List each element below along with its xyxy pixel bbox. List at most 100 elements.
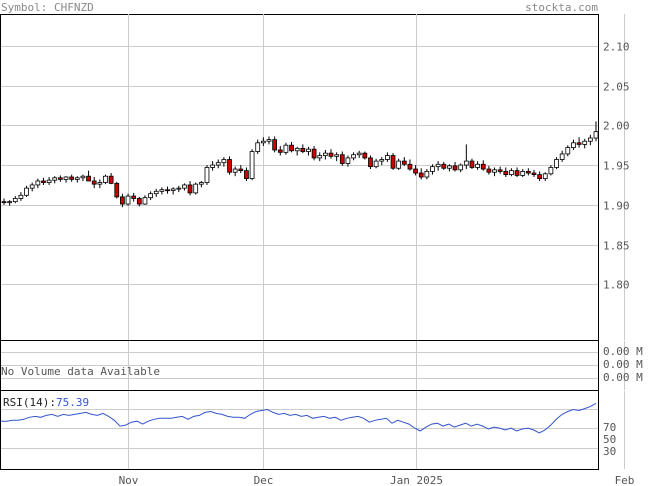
candle-body-up — [447, 165, 452, 169]
candle — [170, 187, 176, 195]
candle — [125, 193, 131, 206]
candle-body-up — [356, 152, 362, 156]
candle-body-up — [554, 159, 559, 168]
candle-body-down — [300, 147, 306, 152]
candle — [345, 155, 351, 167]
candle — [232, 166, 238, 177]
candle — [548, 165, 554, 176]
price-tick-label: 1.85 — [603, 240, 630, 253]
candle — [587, 134, 593, 146]
rsi-label: RSI(14):75.39 — [3, 396, 89, 409]
candle-body-down — [120, 196, 125, 205]
candle — [430, 164, 435, 175]
candle — [41, 177, 46, 185]
candle — [131, 192, 137, 202]
candle-body-down — [1, 201, 7, 204]
candle — [165, 186, 170, 194]
candle — [509, 168, 514, 177]
candle-body-down — [368, 157, 373, 168]
candle — [520, 169, 526, 177]
candle-body-up — [255, 142, 261, 152]
candle-body-down — [441, 163, 447, 169]
candle-body-down — [480, 163, 486, 170]
candle — [1, 198, 7, 205]
candle-body-down — [91, 180, 97, 185]
price-tick-label: 2.00 — [603, 120, 630, 133]
candle — [142, 195, 148, 205]
rsi-tick-label: 30 — [603, 445, 616, 458]
candle — [492, 167, 497, 177]
candle — [35, 178, 41, 189]
candle-body-up — [52, 177, 58, 181]
candle-body-up — [215, 162, 221, 166]
rsi-grid — [1, 391, 625, 469]
candle-body-up — [260, 140, 266, 144]
candle — [514, 167, 520, 177]
candle — [571, 139, 576, 150]
candle — [441, 161, 447, 170]
candle-body-up — [176, 187, 182, 190]
candlestick-series — [1, 121, 599, 208]
candle-body-up — [385, 155, 390, 160]
x-tick-label: Feb — [615, 474, 635, 486]
candle — [413, 165, 418, 176]
price-panel-frame — [0, 14, 599, 341]
candle-body-up — [373, 160, 379, 168]
candle — [565, 145, 571, 157]
price-tick-label: 1.90 — [603, 200, 630, 213]
candle-body-up — [7, 201, 13, 204]
candle — [306, 146, 311, 156]
candle — [351, 152, 356, 161]
candle — [322, 149, 328, 160]
candle-body-down — [244, 170, 249, 179]
candle-body-down — [227, 159, 232, 173]
candle — [193, 182, 199, 195]
candle-body-up — [12, 198, 18, 203]
candle — [182, 183, 187, 191]
candle — [204, 165, 210, 185]
candle — [80, 174, 86, 181]
candle-body-up — [396, 160, 402, 169]
candle-body-down — [514, 170, 520, 176]
candle — [396, 158, 402, 170]
candle-body-up — [170, 188, 176, 191]
candle — [260, 137, 266, 146]
candle — [221, 157, 227, 167]
candle — [74, 176, 80, 183]
candle-body-down — [272, 139, 278, 151]
candle-body-down — [503, 171, 509, 176]
candle-body-up — [458, 164, 464, 171]
candle-body-up — [463, 160, 469, 166]
candle-body-up — [559, 153, 565, 160]
candle — [554, 157, 559, 170]
candle — [7, 200, 13, 206]
volume-tick-label: 0.00 M — [603, 345, 643, 358]
candle — [91, 177, 97, 189]
candle — [120, 193, 125, 208]
candle — [463, 144, 469, 170]
candle — [503, 167, 509, 177]
candle — [458, 163, 464, 173]
candle-body-up — [142, 197, 148, 205]
rsi-tick-label: 50 — [603, 433, 616, 446]
candle-body-up — [430, 166, 435, 172]
candle — [187, 180, 193, 196]
candle-body-up — [565, 147, 571, 155]
candle-body-up — [125, 195, 131, 205]
candle-body-up — [317, 155, 323, 159]
candle-body-up — [582, 140, 588, 145]
price-tick-label: 2.05 — [603, 81, 630, 94]
candle — [379, 157, 385, 166]
rsi-line — [1, 402, 597, 434]
candle — [334, 152, 340, 162]
candle-body-up — [97, 182, 103, 185]
candle-body-up — [351, 154, 356, 159]
candle — [12, 196, 18, 204]
candle-body-down — [497, 169, 503, 172]
candle — [537, 171, 542, 181]
brand-link[interactable]: stockta.com — [525, 1, 598, 14]
candle — [249, 149, 255, 181]
candle — [435, 161, 441, 171]
candle — [58, 175, 63, 182]
